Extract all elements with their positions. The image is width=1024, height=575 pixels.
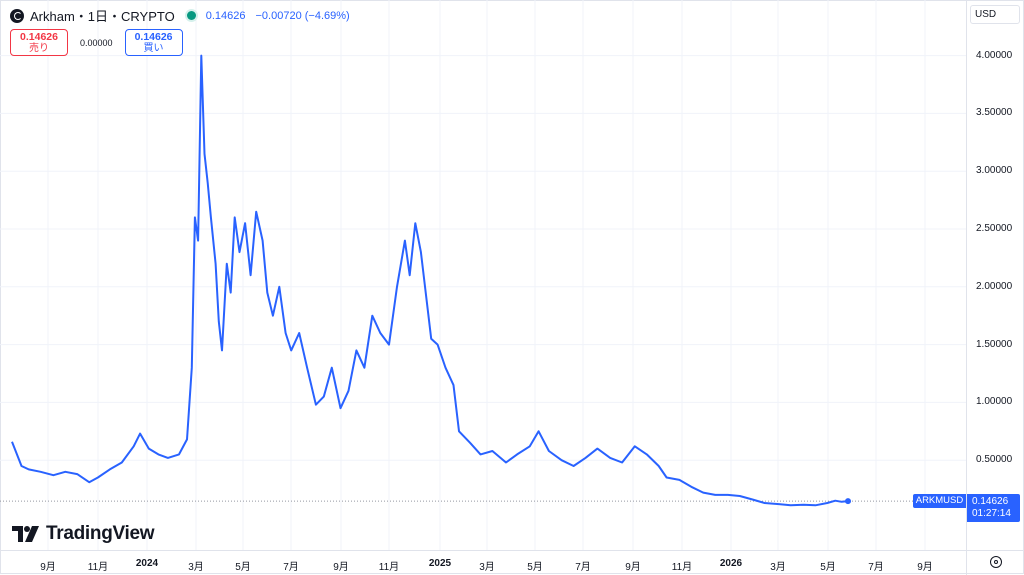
y-tick-label: 3.50000 bbox=[976, 107, 1013, 119]
x-tick-label: 11月 bbox=[671, 562, 693, 573]
sell-price: 0.14626 bbox=[20, 31, 58, 43]
last-price: 0.14626 bbox=[205, 9, 246, 22]
x-tick-label: 5月 bbox=[820, 562, 836, 573]
price-change: −0.00720 (−4.69%) bbox=[255, 9, 350, 22]
x-tick-label: 2025 bbox=[428, 558, 452, 569]
y-tick-label: 2.50000 bbox=[976, 223, 1013, 234]
last-price-tag-value: 0.14626 bbox=[972, 496, 1009, 507]
buy-button[interactable]: 0.14626 買い bbox=[124, 29, 183, 56]
x-tick-label: 5月 bbox=[527, 562, 543, 573]
y-tick-label: 1.00000 bbox=[976, 396, 1013, 408]
x-tick-label: 7月 bbox=[575, 562, 591, 573]
x-tick-label: 9月 bbox=[917, 562, 933, 573]
x-tick-label: 9月 bbox=[333, 562, 349, 573]
x-tick-label: 3月 bbox=[479, 562, 495, 573]
spread-value: 0.00000 bbox=[80, 37, 113, 48]
x-tick-label: 11月 bbox=[87, 562, 109, 573]
last-point-marker bbox=[845, 498, 851, 505]
price-axis[interactable] bbox=[966, 0, 1024, 550]
y-tick-label: 3.00000 bbox=[976, 165, 1013, 177]
symbol-legend: Arkham・1日・CRYPTO 0.14626 −0.00720 (−4.69… bbox=[10, 6, 354, 25]
x-tick-label: 2024 bbox=[135, 558, 159, 569]
x-tick-label: 2026 bbox=[719, 558, 743, 569]
tradingview-mark-icon bbox=[12, 526, 39, 542]
sell-label: 売り bbox=[29, 43, 49, 54]
y-tick-label: 2.00000 bbox=[976, 280, 1013, 292]
x-tick-label: 11月 bbox=[378, 562, 400, 573]
x-tick-label: 5月 bbox=[235, 562, 251, 573]
sell-button[interactable]: 0.14626 売り bbox=[10, 29, 68, 56]
x-tick-label: 7月 bbox=[868, 562, 884, 573]
symbol-price-tag: ARKMUSD bbox=[913, 494, 966, 508]
x-tick-label: 9月 bbox=[40, 562, 56, 573]
price-chart[interactable] bbox=[0, 0, 966, 550]
trade-buttons: 0.14626 売り 0.00000 0.14626 買い bbox=[10, 29, 183, 56]
arkham-logo-icon bbox=[10, 8, 24, 23]
buy-price: 0.14626 bbox=[134, 31, 173, 43]
brand-name: TradingView bbox=[46, 523, 155, 544]
bar-countdown: 01:27:14 bbox=[972, 508, 1011, 519]
tradingview-logo[interactable]: TradingView bbox=[12, 523, 155, 545]
last-price-tag: 0.14626 01:27:14 bbox=[967, 494, 1020, 522]
settings-gear-icon[interactable] bbox=[990, 556, 1002, 568]
x-tick-label: 9月 bbox=[625, 562, 641, 573]
y-tick-label: 4.00000 bbox=[976, 49, 1013, 61]
currency-selector[interactable]: USD bbox=[970, 5, 1020, 24]
buy-label: 買い bbox=[143, 43, 164, 54]
market-status-icon[interactable] bbox=[186, 11, 196, 20]
symbol-title[interactable]: Arkham・1日・CRYPTO bbox=[30, 9, 175, 24]
time-axis[interactable] bbox=[0, 550, 966, 575]
x-tick-label: 3月 bbox=[770, 562, 786, 573]
price-series-line bbox=[11, 54, 849, 507]
x-tick-label: 3月 bbox=[188, 562, 204, 573]
x-tick-label: 7月 bbox=[283, 562, 299, 573]
y-tick-label: 0.50000 bbox=[976, 454, 1013, 466]
y-tick-label: 1.50000 bbox=[976, 338, 1013, 350]
axis-corner bbox=[966, 550, 1024, 575]
